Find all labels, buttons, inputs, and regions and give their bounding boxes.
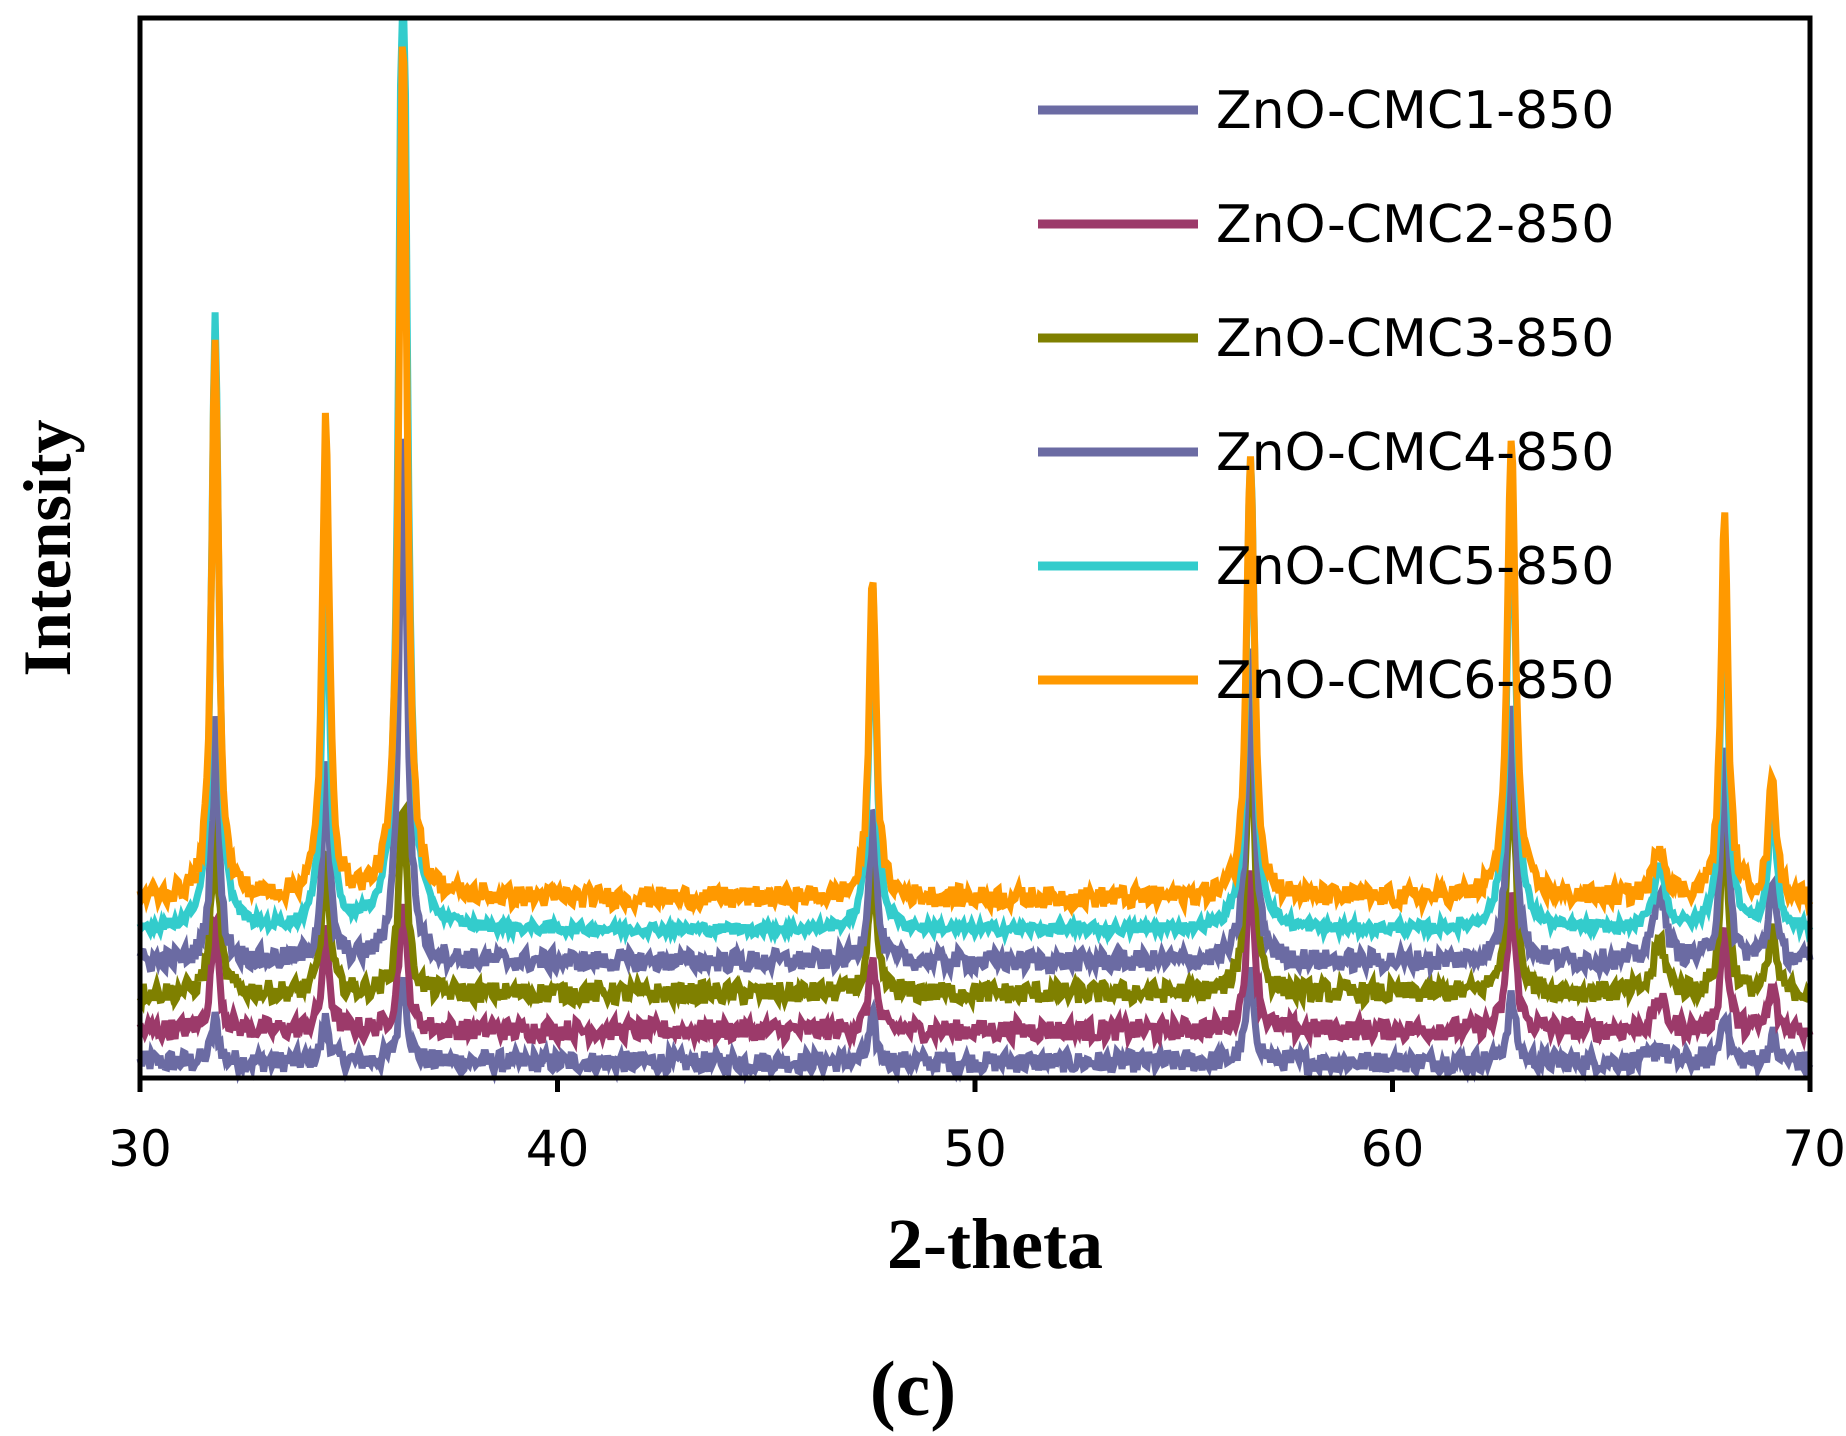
x-axis: 30 40 50 60 70	[108, 1078, 1846, 1178]
series-line-4	[136, 438, 1814, 983]
series-line-6	[136, 46, 1814, 919]
x-tick-label-50: 50	[943, 1120, 1007, 1178]
legend-label-3: ZnO-CMC3-850	[1216, 309, 1614, 369]
series-line-1	[136, 966, 1814, 1085]
series-layer	[136, 18, 1814, 1085]
x-tick-label-30: 30	[108, 1120, 172, 1178]
legend-label-2: ZnO-CMC2-850	[1216, 195, 1614, 255]
series-line-3	[136, 720, 1812, 1015]
panel-label: (c)	[870, 1345, 957, 1432]
legend: ZnO-CMC1-850 ZnO-CMC2-850 ZnO-CMC3-850 ZnO-…	[1038, 81, 1614, 711]
series-line-2	[136, 870, 1814, 1053]
legend-label-6: ZnO-CMC6-850	[1216, 651, 1614, 711]
legend-label-4: ZnO-CMC4-850	[1216, 423, 1614, 483]
y-axis-title: Intensity	[9, 420, 85, 677]
x-axis-title: 2-theta	[887, 1204, 1103, 1284]
x-tick-label-60: 60	[1361, 1120, 1425, 1178]
legend-label-1: ZnO-CMC1-850	[1216, 81, 1614, 141]
x-tick-label-70: 70	[1782, 1120, 1846, 1178]
legend-label-5: ZnO-CMC5-850	[1216, 537, 1614, 597]
x-tick-label-40: 40	[526, 1120, 590, 1178]
